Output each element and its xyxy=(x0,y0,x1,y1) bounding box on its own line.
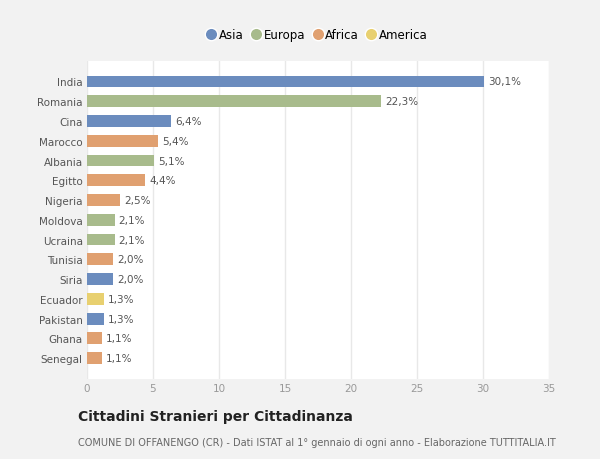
Text: COMUNE DI OFFANENGO (CR) - Dati ISTAT al 1° gennaio di ogni anno - Elaborazione : COMUNE DI OFFANENGO (CR) - Dati ISTAT al… xyxy=(78,437,556,447)
Bar xyxy=(87,293,104,305)
Text: 22,3%: 22,3% xyxy=(385,97,418,107)
Text: 2,1%: 2,1% xyxy=(119,215,145,225)
Text: 1,3%: 1,3% xyxy=(108,294,134,304)
Text: 1,3%: 1,3% xyxy=(108,314,134,324)
Bar xyxy=(87,254,113,266)
Text: 1,1%: 1,1% xyxy=(106,353,132,364)
Text: 2,1%: 2,1% xyxy=(119,235,145,245)
Bar xyxy=(87,116,172,128)
Bar xyxy=(87,76,484,88)
Bar xyxy=(87,274,113,285)
Text: 2,5%: 2,5% xyxy=(124,196,151,206)
Text: 5,1%: 5,1% xyxy=(158,156,185,166)
Text: 5,4%: 5,4% xyxy=(162,136,189,146)
Text: 2,0%: 2,0% xyxy=(118,274,144,285)
Text: 6,4%: 6,4% xyxy=(175,117,202,127)
Text: 4,4%: 4,4% xyxy=(149,176,176,186)
Bar xyxy=(87,234,115,246)
Text: 1,1%: 1,1% xyxy=(106,334,132,344)
Bar xyxy=(87,155,154,167)
Bar xyxy=(87,195,120,207)
Text: 2,0%: 2,0% xyxy=(118,255,144,265)
Text: Cittadini Stranieri per Cittadinanza: Cittadini Stranieri per Cittadinanza xyxy=(78,409,353,423)
Bar xyxy=(87,214,115,226)
Text: 30,1%: 30,1% xyxy=(488,77,521,87)
Bar xyxy=(87,96,382,108)
Legend: Asia, Europa, Africa, America: Asia, Europa, Africa, America xyxy=(206,27,430,45)
Bar xyxy=(87,135,158,147)
Bar xyxy=(87,333,101,345)
Bar xyxy=(87,175,145,187)
Bar xyxy=(87,353,101,364)
Bar xyxy=(87,313,104,325)
